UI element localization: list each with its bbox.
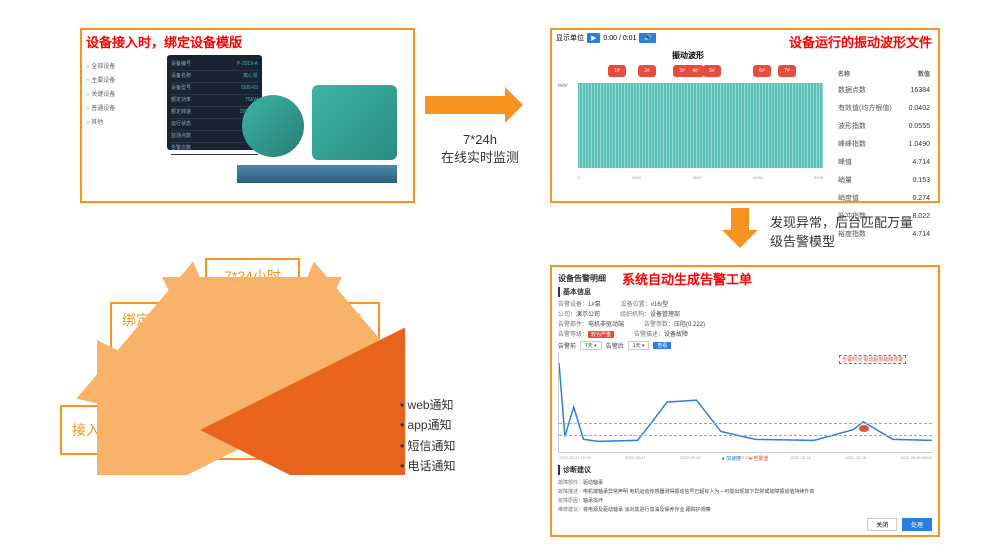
panel-alarm-ticket: 系统自动生成告警工单 设备告警明细 基本信息 告警设备：1#泵设备位置：#16/… bbox=[550, 265, 940, 537]
chart-title: 振动波形 bbox=[672, 50, 704, 61]
speaker-icon[interactable]: 🔊 bbox=[639, 33, 656, 43]
flow-step-monitor: 7*24小时在线监测 bbox=[205, 258, 300, 313]
section-diagnosis: 诊断建议 bbox=[558, 465, 932, 475]
submit-button[interactable]: 处理 bbox=[902, 518, 932, 531]
waveform-controls: 显示单位 ▶ 0:00 / 0:01 🔊 bbox=[556, 33, 656, 43]
flow-step-threshold: 告警阈值 bbox=[315, 302, 380, 357]
flow-step-notify: 告警通知 bbox=[320, 405, 390, 455]
panel-vibration-waveform: 设备运行的振动波形文件 显示单位 ▶ 0:00 / 0:01 🔊 振动波形 m/… bbox=[550, 28, 940, 203]
cancel-button[interactable]: 关闭 bbox=[867, 518, 897, 531]
query-button[interactable]: 查看 bbox=[653, 342, 671, 349]
trend-controls: 告警前 7天 ▾ 告警后 1天 ▾ 查看 bbox=[558, 341, 932, 350]
equipment-3d-illustration bbox=[232, 65, 402, 185]
panel-title: 设备运行的振动波形文件 bbox=[789, 32, 932, 51]
flow-center-smart-alarm: 智能告警 bbox=[215, 398, 290, 460]
trend-chart: 告警时间 振动超限故障预警 2022-05-20 12:002022-05-21… bbox=[558, 353, 932, 453]
flow-step-connect: 接入设备 bbox=[60, 405, 140, 455]
alarm-point-marker bbox=[859, 425, 869, 432]
arrow-monitor-label: 7*24h在线实时监测 bbox=[425, 132, 535, 166]
waveform-chart: m/s² 1#2#3#4#5#6#7# 02000400060008000 bbox=[558, 65, 828, 180]
arrow-anomaly-label: 发现异常，后台匹配万量级告警模型 bbox=[770, 212, 950, 250]
ticket-footer: 关闭 处理 bbox=[864, 518, 932, 531]
notification-channels: web通知app通知短信通知电话通知 bbox=[400, 395, 456, 477]
device-category-list: 全部设备主要设备关键设备普通设备其他 bbox=[86, 60, 115, 130]
select-before[interactable]: 7天 ▾ bbox=[580, 341, 602, 350]
flow-step-bind: 绑定设备模版 bbox=[110, 302, 190, 357]
play-button[interactable]: ▶ bbox=[587, 33, 600, 43]
panel-title: 系统自动生成告警工单 bbox=[622, 269, 752, 288]
section-basic-info: 基本信息 bbox=[558, 287, 932, 297]
panel-device-binding: 设备接入时，绑定设备模版 全部设备主要设备关键设备普通设备其他 设备编号P-20… bbox=[80, 28, 415, 203]
select-after[interactable]: 1天 ▾ bbox=[628, 341, 650, 350]
panel-title: 设备接入时，绑定设备模版 bbox=[86, 32, 242, 51]
ticket-body: 设备告警明细 基本信息 告警设备：1#泵设备位置：#16/型公司：演示公司组织机… bbox=[554, 269, 936, 533]
